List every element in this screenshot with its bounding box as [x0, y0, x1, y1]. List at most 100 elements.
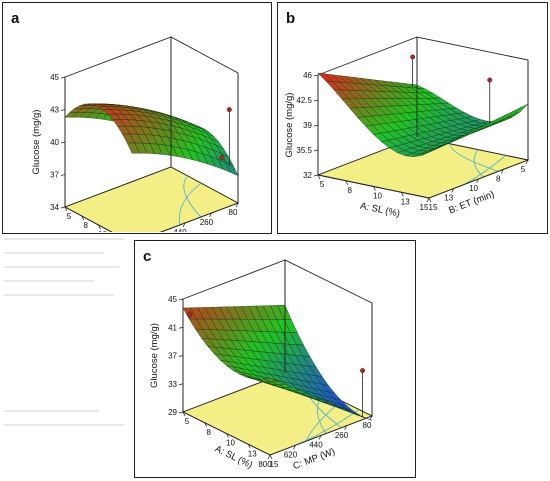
z-tick-mark [60, 109, 66, 111]
x-tick-label: 10 [373, 192, 382, 201]
background-artifact [4, 424, 124, 426]
x-tick-mark [204, 422, 208, 427]
design-point [226, 107, 232, 113]
z-tick-mark [178, 298, 184, 301]
x-tick-label: 5 [185, 417, 190, 426]
y-tick-mark [500, 169, 504, 174]
z-tick-mark [60, 174, 66, 176]
x-tick-mark [373, 186, 376, 191]
x-tick-mark [428, 197, 432, 203]
design-point [360, 368, 366, 374]
floor-contour [463, 155, 507, 186]
x-tick-mark [400, 192, 404, 197]
x-tick-mark [226, 433, 229, 438]
y-tick-label: 260 [335, 431, 349, 440]
y-tick-label: 10 [469, 184, 478, 193]
z-tick-mark [178, 355, 184, 357]
z-tick-mark [313, 149, 319, 152]
design-point [487, 77, 493, 83]
z-tick-mark [313, 174, 319, 177]
x-tick-mark [81, 215, 85, 221]
z-tick-label: 35.5 [296, 146, 312, 155]
z-tick-mark [313, 124, 319, 127]
x-tick-label: 5 [320, 180, 325, 189]
x-tick-mark [98, 224, 101, 230]
y-tick-label: 8 [496, 175, 501, 184]
z-axis-label: Glucose (mg/g) [284, 93, 295, 158]
floor-plane [63, 166, 240, 232]
z-tick-mark [313, 99, 319, 102]
y-tick-mark [293, 445, 296, 450]
x-tick-label: 8 [348, 186, 353, 195]
chart-panel-c: c 29 33 37 41 45 Glucose (mg/g) 5 8 10 13 15 80 260 44… [134, 240, 416, 478]
x-tick-mark [182, 411, 186, 417]
x-axis-label: A: SL (%) [213, 443, 254, 471]
z-tick-mark [60, 206, 66, 209]
z-tick-label: 37 [168, 352, 177, 361]
z-tick-label: 40 [50, 138, 59, 147]
y-tick-label: 80 [363, 421, 372, 430]
design-point [219, 154, 225, 160]
x-tick-mark [247, 444, 251, 449]
y-tick-label: 13 [444, 194, 453, 203]
surface-cell [126, 142, 140, 154]
floor-contour [183, 175, 202, 218]
z-tick-mark [178, 326, 184, 329]
y-tick-mark [344, 425, 347, 430]
floor-contour [178, 182, 202, 226]
z-tick-label: 43 [50, 106, 59, 115]
y-tick-mark [369, 415, 373, 421]
background-artifact [4, 294, 114, 296]
y-tick-mark [235, 202, 239, 208]
surface-plot-c: c 29 33 37 41 45 Glucose (mg/g) 5 8 10 13 15 80 260 44… [143, 248, 374, 472]
z-tick-label: 32 [303, 171, 312, 180]
x-tick-label: 15 [429, 203, 438, 212]
design-point [410, 54, 416, 60]
y-tick-mark [209, 212, 212, 218]
y-tick-mark [182, 222, 186, 228]
z-tick-mark [60, 76, 66, 79]
y-tick-label: 620 [284, 450, 298, 459]
z-axis-label: Glucose (mg/g) [149, 323, 160, 388]
z-tick-mark [178, 411, 184, 414]
z-tick-mark [178, 383, 184, 386]
z-tick-label: 33 [168, 380, 177, 389]
y-tick-mark [525, 159, 529, 165]
x-tick-label: 15 [270, 460, 279, 469]
y-axis-label: B: ET (min) [447, 189, 496, 216]
y-tick-mark [426, 197, 430, 203]
x-tick-mark [64, 206, 68, 212]
z-tick-mark [60, 141, 66, 144]
x-axis-label: A: SL (%) [359, 201, 401, 220]
z-tick-mark [313, 74, 319, 77]
x-tick-mark [345, 180, 349, 185]
x-tick-label: 13 [401, 197, 410, 206]
y-tick-mark [451, 188, 455, 193]
x-tick-mark [317, 174, 321, 180]
z-tick-label: 41 [168, 323, 177, 332]
y-tick-mark [267, 454, 271, 460]
z-tick-label: 45 [168, 295, 177, 304]
x-tick-label: 8 [84, 221, 89, 230]
y-tick-label: 440 [173, 228, 187, 232]
floor-contour [473, 149, 484, 178]
panel-label-b: b [286, 10, 295, 27]
design-point [187, 312, 193, 318]
x-tick-label: 10 [226, 439, 235, 448]
panel-label-a: a [11, 10, 20, 27]
background-artifact [4, 252, 104, 254]
z-tick-label: 45 [50, 73, 59, 82]
z-axis-label: Glucose (mg/g) [31, 110, 42, 175]
chart-panel-b: b 32 35.5 39 42.5 46 Glucose (mg/g) 5 8 10 13 15 5 8 1… [277, 2, 548, 234]
y-tick-label: 260 [200, 218, 214, 227]
y-tick-label: 440 [309, 441, 323, 450]
z-tick-label: 39 [303, 121, 312, 130]
x-tick-label: 8 [207, 428, 212, 437]
z-tick-label: 46 [303, 71, 312, 80]
y-tick-mark [318, 435, 322, 440]
y-axis-label: C: MP (W) [292, 446, 337, 472]
x-tick-label: 10 [98, 230, 107, 232]
surface-cell [421, 148, 437, 156]
floor-contour [449, 143, 499, 172]
